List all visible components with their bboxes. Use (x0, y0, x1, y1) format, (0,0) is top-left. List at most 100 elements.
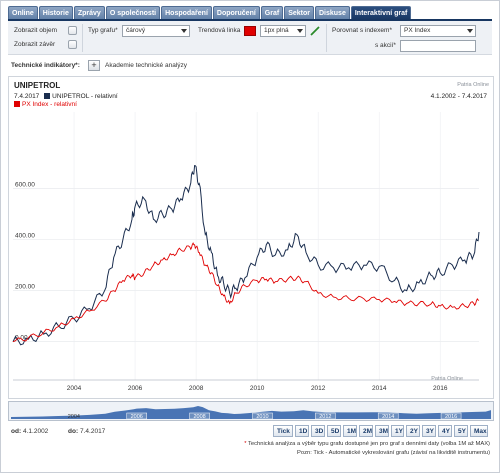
legend-row-px: PX Index - relativní (14, 101, 77, 108)
tab-underline (8, 19, 492, 21)
x-tick-label: 2010 (250, 385, 265, 392)
from-label: od: (11, 428, 22, 435)
navigator-year-box (126, 412, 147, 420)
tab-bar: Online Historie Zprávy O společnosti Hos… (8, 6, 412, 20)
series-line-unipetrol (12, 165, 480, 346)
navigator-year-label: 2004 (68, 414, 80, 420)
compare-stock-label: s akcií* (375, 42, 396, 49)
tab-financials[interactable]: Hospodaření (161, 6, 212, 20)
x-tick-label: 2006 (128, 385, 143, 392)
technical-indicators-row: Technické indikátory*: + Akademie techni… (8, 59, 492, 73)
navigator-area[interactable]: 2004 2006 2008 2010 2012 2014 2016 (9, 402, 493, 420)
chevron-down-icon (297, 29, 303, 33)
range-button-tick[interactable]: Tick (273, 425, 293, 437)
range-button-3y[interactable]: 3Y (422, 425, 436, 437)
from-date[interactable]: 4.1.2002 (23, 428, 49, 435)
range-button-1y[interactable]: 1Y (391, 425, 404, 437)
tab-history[interactable]: Historie (38, 6, 73, 20)
x-tick-label: 2008 (189, 385, 204, 392)
range-button-2y[interactable]: 2Y (406, 425, 420, 437)
navigator-year-label: 2012 (319, 414, 331, 420)
range-button-2m[interactable]: 2M (359, 425, 373, 437)
compare-index-select[interactable]: PX Index (400, 25, 476, 37)
chart-title: UNIPETROL (14, 81, 61, 90)
navigator-year-label: 2010 (256, 414, 268, 420)
x-tick-label: 2016 (433, 385, 448, 392)
range-button-1d[interactable]: 1D (295, 425, 309, 437)
legend-label-px-index: PX Index - relativní (22, 101, 77, 108)
navigator-area-series (11, 406, 491, 419)
range-button-5d[interactable]: 5D (327, 425, 341, 437)
show-close-label: Zobrazit závěr (14, 41, 56, 48)
trend-line-color-swatch[interactable] (244, 26, 256, 36)
legend-swatch-unipetrol (44, 93, 51, 99)
tab-sector[interactable]: Sektor (284, 6, 314, 20)
tab-interactive-chart[interactable]: Interaktivní graf (350, 6, 412, 20)
chevron-down-icon (467, 29, 473, 33)
show-volume-label: Zobrazit objem (14, 27, 57, 34)
add-indicator-button[interactable]: + (88, 60, 100, 71)
range-button-max[interactable]: Max (470, 425, 488, 437)
draw-trend-pencil-icon[interactable] (310, 26, 320, 36)
to-date[interactable]: 7.4.2017 (80, 428, 106, 435)
trend-line-width-value: 1px plná (264, 27, 289, 34)
y-tick-label: 0.00 (15, 335, 28, 342)
trend-line-width-select[interactable]: 1px plná (260, 25, 306, 37)
show-volume-checkbox[interactable] (68, 26, 77, 35)
y-tick-label: 200.00 (15, 284, 35, 291)
range-button-1m[interactable]: 1M (343, 425, 357, 437)
y-tick-label: 600.00 (15, 182, 35, 189)
chart-type-label: Typ grafu* (88, 27, 118, 34)
chevron-down-icon (181, 29, 187, 33)
series-line-px-index (12, 242, 480, 343)
x-tick-label: 2004 (67, 385, 82, 392)
date-range-controls: od: 4.1.2002 do: 7.4.2017 Tick 1D 3D 5D 1M 2M… (8, 425, 492, 439)
navigator-year-box (252, 412, 273, 420)
navigator-year-label: 2008 (193, 414, 205, 420)
tab-online[interactable]: Online (8, 6, 38, 20)
chart-type-select[interactable]: čárový (122, 25, 190, 37)
compare-stock-input[interactable] (400, 40, 476, 52)
source-label-bottom: Patria Online (431, 376, 463, 382)
to-label: do: (68, 428, 79, 435)
show-close-checkbox[interactable] (68, 40, 77, 49)
footnote-technical: * Technická analýza a výběr typu grafu d… (244, 441, 490, 447)
y-tick-label: 400.00 (15, 233, 35, 240)
legend-swatch-px-index (14, 101, 20, 107)
chart-date: 7.4.2017 (14, 93, 40, 100)
tab-news[interactable]: Zprávy (73, 6, 105, 20)
technical-indicators-label: Technické indikátory*: (11, 62, 80, 69)
footnote-tick: Pozn: Tick - Automatické vykreslování gr… (297, 450, 490, 456)
date-range: 4.1.2002 - 7.4.2017 (430, 93, 487, 100)
navigator-year-label: 2014 (382, 414, 394, 420)
chart-type-value: čárový (126, 27, 146, 34)
trend-line-label: Trendová linka (198, 27, 241, 34)
footnote-star: * (244, 441, 247, 447)
legend-label-unipetrol: UNIPETROL - relativní (52, 93, 118, 100)
tab-chart[interactable]: Graf (260, 6, 284, 20)
divider (326, 24, 327, 52)
compare-index-label: Porovnat s indexem* (332, 27, 392, 34)
navigator-year-box (377, 412, 399, 420)
technical-analysis-academy-link[interactable]: Akademie technické analýzy (105, 62, 188, 69)
range-button-5y[interactable]: 5Y (454, 425, 468, 437)
compare-index-value: PX Index (404, 27, 431, 34)
tab-about-company[interactable]: O společnosti (105, 6, 161, 20)
range-button-3m[interactable]: 3M (375, 425, 389, 437)
navigator-year-label: 2006 (131, 414, 143, 420)
footnote-technical-text: Technická analýza a výběr typu grafu dos… (248, 441, 490, 447)
range-navigator[interactable]: 2004 2006 2008 2010 2012 2014 2016 (8, 401, 494, 421)
navigator-year-box (440, 412, 462, 420)
range-button-3d[interactable]: 3D (311, 425, 325, 437)
plot-area[interactable]: 0.00 200.00 400.00 600.00 2004 2006 2008 2010 20… (9, 110, 493, 398)
tab-discussion[interactable]: Diskuse (315, 6, 350, 20)
navigator-year-label: 2016 (445, 414, 457, 420)
range-button-4y[interactable]: 4Y (438, 425, 452, 437)
chart-controls-panel: Zobrazit objem Zobrazit závěr Typ grafu*… (8, 21, 492, 55)
price-chart: UNIPETROL Patria Online 7.4.2017 UNIPETR… (8, 76, 494, 399)
navigator-year-box (189, 412, 210, 420)
legend-row: 7.4.2017 UNIPETROL - relativní (14, 93, 118, 100)
tab-recommendations[interactable]: Doporučení (212, 6, 260, 20)
divider (82, 24, 83, 52)
